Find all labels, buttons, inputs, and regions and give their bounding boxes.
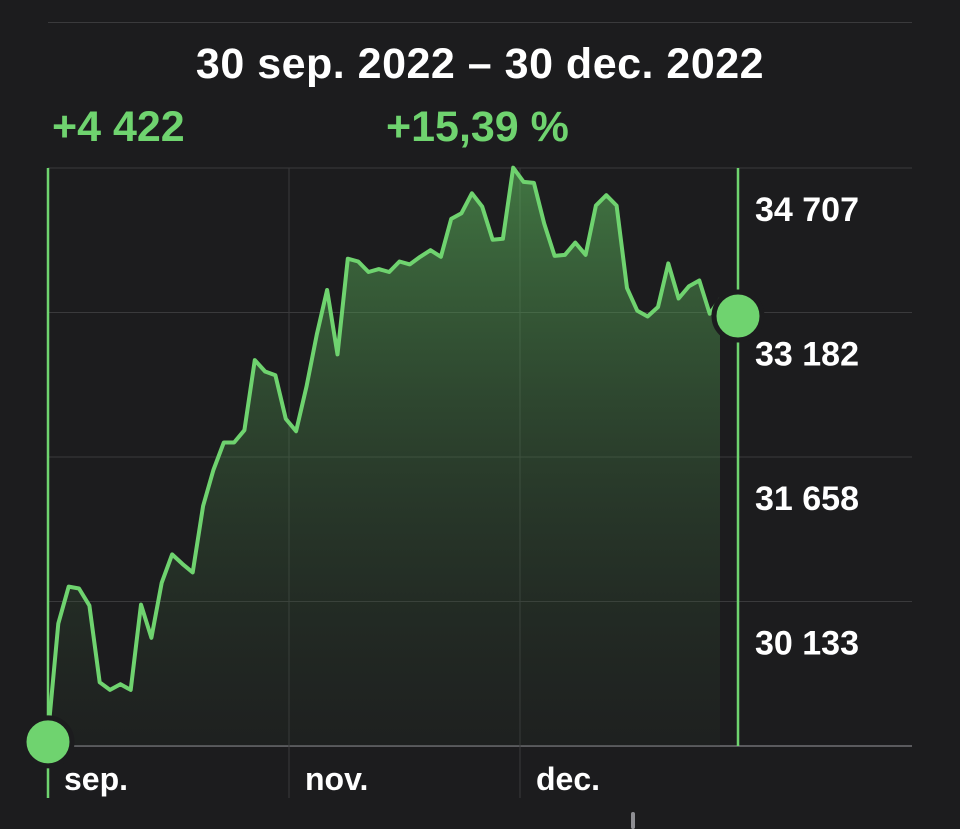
area-layer [48, 167, 720, 746]
series-line [46, 165, 722, 737]
x-tick-label: sep. [64, 761, 128, 797]
x-tick-label: dec. [536, 761, 600, 797]
percent-change: +15,39 % [386, 103, 569, 151]
y-tick-label: 33 182 [755, 336, 859, 374]
x-tick-label: nov. [305, 761, 368, 797]
absolute-change: +4 422 [52, 103, 185, 151]
y-tick-label: 31 658 [755, 480, 859, 518]
area-fill [48, 167, 720, 746]
selection-end-handle[interactable] [711, 289, 765, 343]
handle-layer [21, 168, 765, 798]
y-axis-labels: 30 133 31 658 33 182 34 707 [755, 191, 859, 662]
x-axis-labels: sep. nov. dec. [64, 761, 600, 797]
selection-start-handle[interactable] [21, 715, 75, 769]
date-range-title: 30 sep. 2022 – 30 dec. 2022 [195, 40, 765, 88]
top-divider [48, 22, 912, 23]
line-layer [46, 165, 722, 737]
scroll-indicator [631, 812, 635, 829]
y-tick-label: 30 133 [755, 624, 859, 662]
y-tick-label: 34 707 [755, 191, 859, 229]
